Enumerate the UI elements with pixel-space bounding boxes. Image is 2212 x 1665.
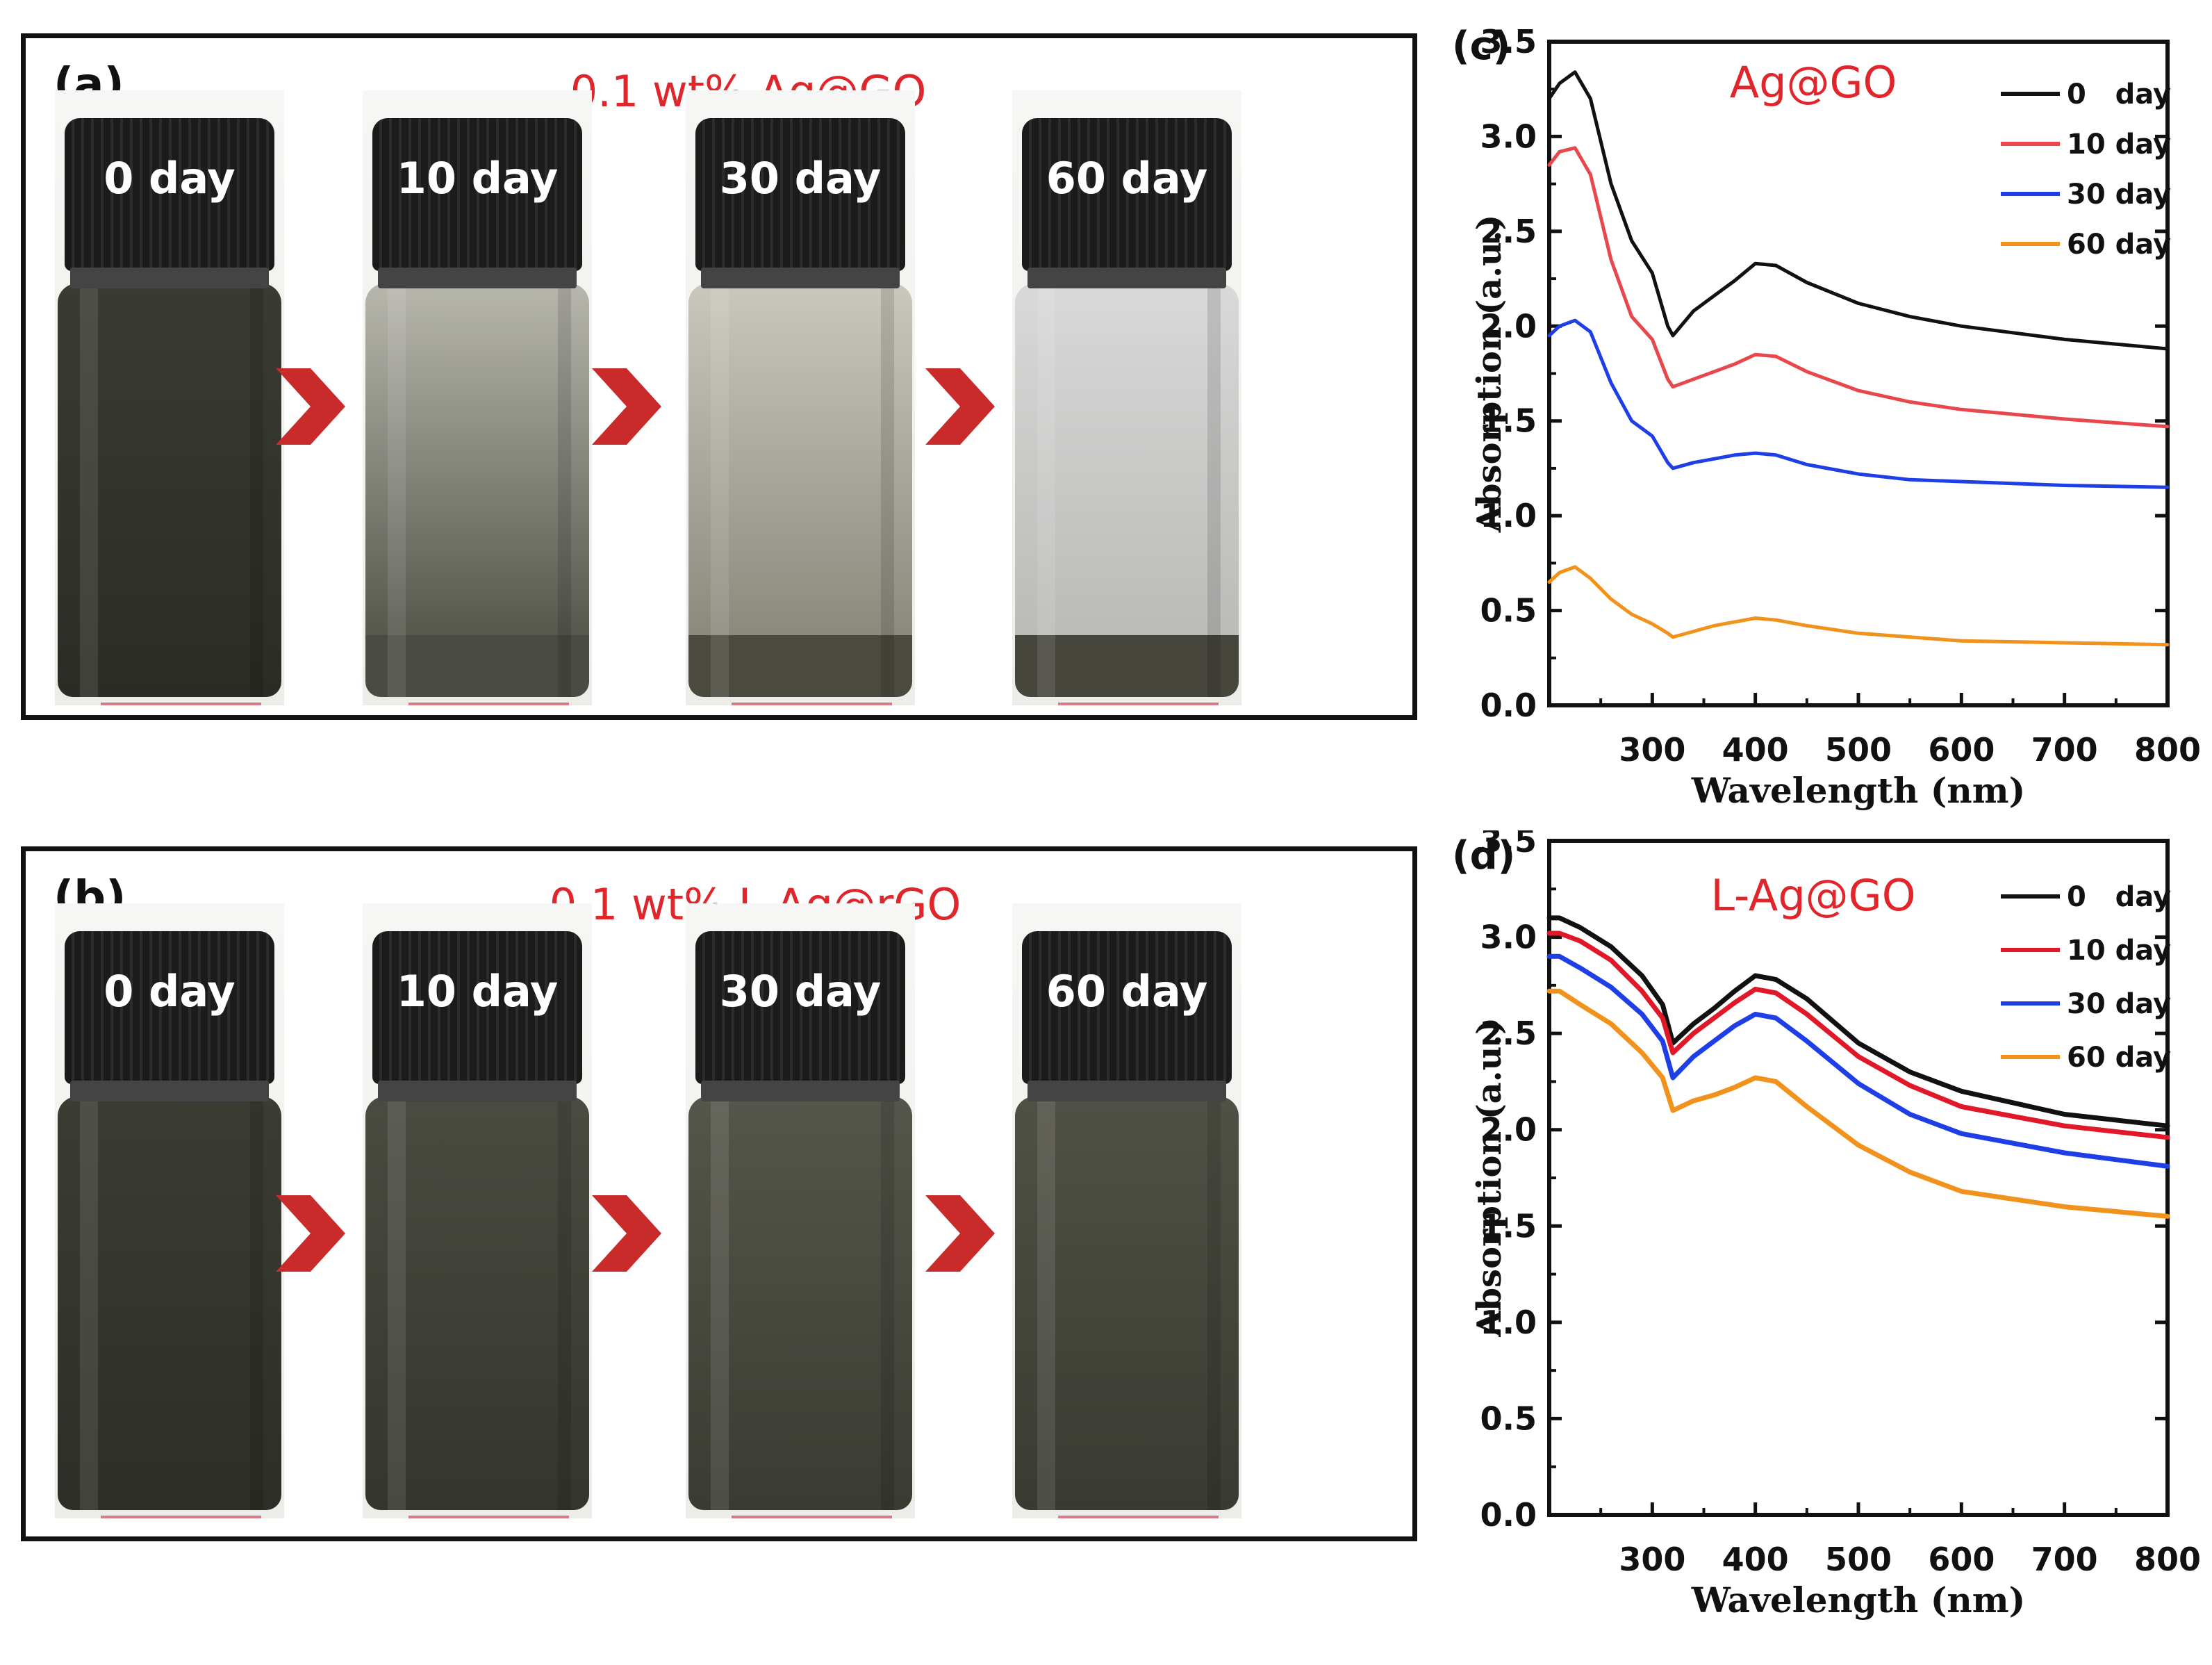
chart-title: Ag@GO <box>1730 57 1897 108</box>
y-tick-label: 3.0 <box>1480 919 1537 956</box>
vial-glass <box>58 284 281 697</box>
chart-title: L-Ag@GO <box>1710 870 1915 921</box>
vial-a-0: 0 day <box>55 90 284 705</box>
y-tick-label: 1.0 <box>1480 497 1537 534</box>
y-tick-label: 1.5 <box>1480 402 1537 440</box>
vial-day-label: 30 day <box>719 966 882 1017</box>
vial-cap <box>372 931 582 1084</box>
x-tick-label: 700 <box>2031 731 2098 769</box>
vial-b-3: 60 day <box>1012 903 1241 1518</box>
y-tick-label: 2.5 <box>1480 213 1537 250</box>
legend-label: 0 day <box>2067 79 2171 110</box>
chevron-right-icon <box>592 368 661 445</box>
vial-day-label: 10 day <box>396 966 559 1017</box>
x-tick-label: 800 <box>2134 731 2201 769</box>
vial-b-0: 0 day <box>55 903 284 1518</box>
panel-letter: (c) <box>1452 24 1510 69</box>
series-line <box>1546 930 2170 1140</box>
vial-glass <box>365 284 589 697</box>
legend-label: 60 day <box>2067 229 2171 261</box>
series-line <box>1546 915 2170 1129</box>
vial-cap <box>65 931 274 1084</box>
x-axis-label: Wavelength (nm) <box>1691 770 2026 811</box>
vial-cap <box>372 118 582 271</box>
vial-glass <box>1015 1097 1239 1510</box>
y-tick-label: 1.5 <box>1480 1207 1537 1245</box>
legend-label: 60 day <box>2067 1042 2171 1074</box>
y-tick-label: 3.5 <box>1480 830 1537 860</box>
legend-label: 30 day <box>2067 988 2171 1020</box>
chevron-right-icon <box>925 368 995 445</box>
legend-label: 0 day <box>2067 881 2171 913</box>
vial-glass <box>365 1097 589 1510</box>
series-line <box>1547 70 2170 351</box>
x-tick-label: 400 <box>1722 1541 1789 1578</box>
y-axis-label: Absorption (a.u.) <box>1470 1019 1509 1338</box>
x-tick-label: 600 <box>1928 1541 1995 1578</box>
y-tick-label: 1.0 <box>1480 1304 1537 1341</box>
panel-letter: (d) <box>1452 833 1515 878</box>
chevron-right-icon <box>276 1195 345 1272</box>
series-line <box>1547 318 2170 489</box>
y-axis-label: Absorption (a.u.) <box>1470 215 1509 534</box>
x-tick-label: 700 <box>2031 1541 2098 1578</box>
vial-day-label: 30 day <box>719 153 882 204</box>
chart-c: (c) 0.0 0.5 1.0 1.5 2.0 2.5 3.0 3.5 300 400 500 600 7… <box>1452 23 2201 811</box>
y-tick-label: 2.0 <box>1480 307 1537 345</box>
y-tick-label: 0.0 <box>1480 1496 1537 1534</box>
series-line <box>1547 146 2170 429</box>
vial-cap <box>695 118 905 271</box>
vial-glass <box>688 1097 912 1510</box>
series-line <box>1547 565 2170 647</box>
y-tick-label: 3.5 <box>1480 23 1537 60</box>
x-axis-label: Wavelength (nm) <box>1691 1580 2026 1621</box>
vial-day-label: 60 day <box>1046 153 1208 204</box>
series-line <box>1546 988 2170 1219</box>
vial-day-label: 10 day <box>396 153 559 204</box>
vial-cap <box>695 931 905 1084</box>
legend-label: 30 day <box>2067 179 2171 211</box>
vial-day-label: 0 day <box>104 153 236 204</box>
chart-d: (d) 0.0 0.5 1.0 1.5 2.0 2.5 3.0 3.5 300 400 500 600 7… <box>1452 830 2201 1621</box>
series-line <box>1546 953 2170 1169</box>
x-tick-label: 800 <box>2134 1541 2201 1578</box>
chevron-right-icon <box>592 1195 661 1272</box>
x-tick-label: 400 <box>1722 731 1789 769</box>
vial-glass <box>1015 284 1239 697</box>
x-tick-label: 300 <box>1619 731 1685 769</box>
vial-a-1: 10 day <box>363 90 592 705</box>
vial-day-label: 60 day <box>1046 966 1208 1017</box>
vial-cap <box>1022 931 1232 1084</box>
vial-glass <box>688 284 912 697</box>
x-tick-label: 600 <box>1928 731 1995 769</box>
y-tick-label: 2.5 <box>1480 1015 1537 1052</box>
legend-label: 10 day <box>2067 935 2171 967</box>
x-tick-label: 500 <box>1825 1541 1892 1578</box>
chevron-right-icon <box>276 368 345 445</box>
vial-b-2: 30 day <box>686 903 915 1518</box>
y-tick-label: 3.0 <box>1480 117 1537 155</box>
x-tick-label: 500 <box>1825 731 1892 769</box>
vial-a-2: 30 day <box>686 90 915 705</box>
x-tick-label: 300 <box>1619 1541 1685 1578</box>
y-tick-label: 0.5 <box>1480 592 1537 630</box>
vial-glass <box>58 1097 281 1510</box>
chevron-right-icon <box>925 1195 995 1272</box>
vial-b-1: 10 day <box>363 903 592 1518</box>
y-tick-label: 2.0 <box>1480 1111 1537 1149</box>
vial-a-3: 60 day <box>1012 90 1241 705</box>
y-tick-label: 0.5 <box>1480 1400 1537 1437</box>
y-tick-label: 0.0 <box>1480 687 1537 724</box>
vial-day-label: 0 day <box>104 966 236 1017</box>
legend-label: 10 day <box>2067 129 2171 161</box>
vial-cap <box>1022 118 1232 271</box>
vial-cap <box>65 118 274 271</box>
